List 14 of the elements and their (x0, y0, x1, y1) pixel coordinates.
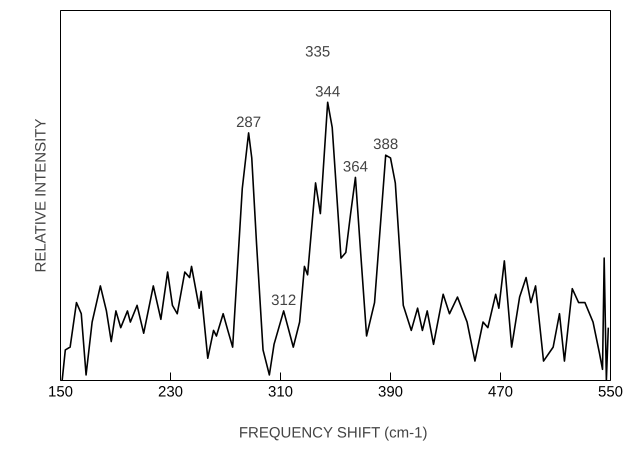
x-axis-title: FREQUENCY SHIFT (cm-1) (238, 424, 428, 442)
text: 335 (305, 43, 330, 60)
x-tick-label: 150 (48, 384, 74, 400)
annotation: 344 (315, 83, 340, 100)
annotation: 388 (373, 136, 398, 154)
x-tick-label: 550 (598, 384, 624, 400)
annotation: 287 (236, 114, 262, 131)
annotation: 364 (342, 158, 368, 176)
y-axis-title: RELATIVE INTENSITY (32, 118, 50, 272)
x-tick-label: 310 (268, 384, 294, 400)
x-tick-label: 470 (488, 384, 514, 400)
x-tick-label: 230 (158, 384, 184, 400)
x-tick-label: 390 (378, 384, 404, 400)
annotation: 312 (271, 292, 296, 309)
